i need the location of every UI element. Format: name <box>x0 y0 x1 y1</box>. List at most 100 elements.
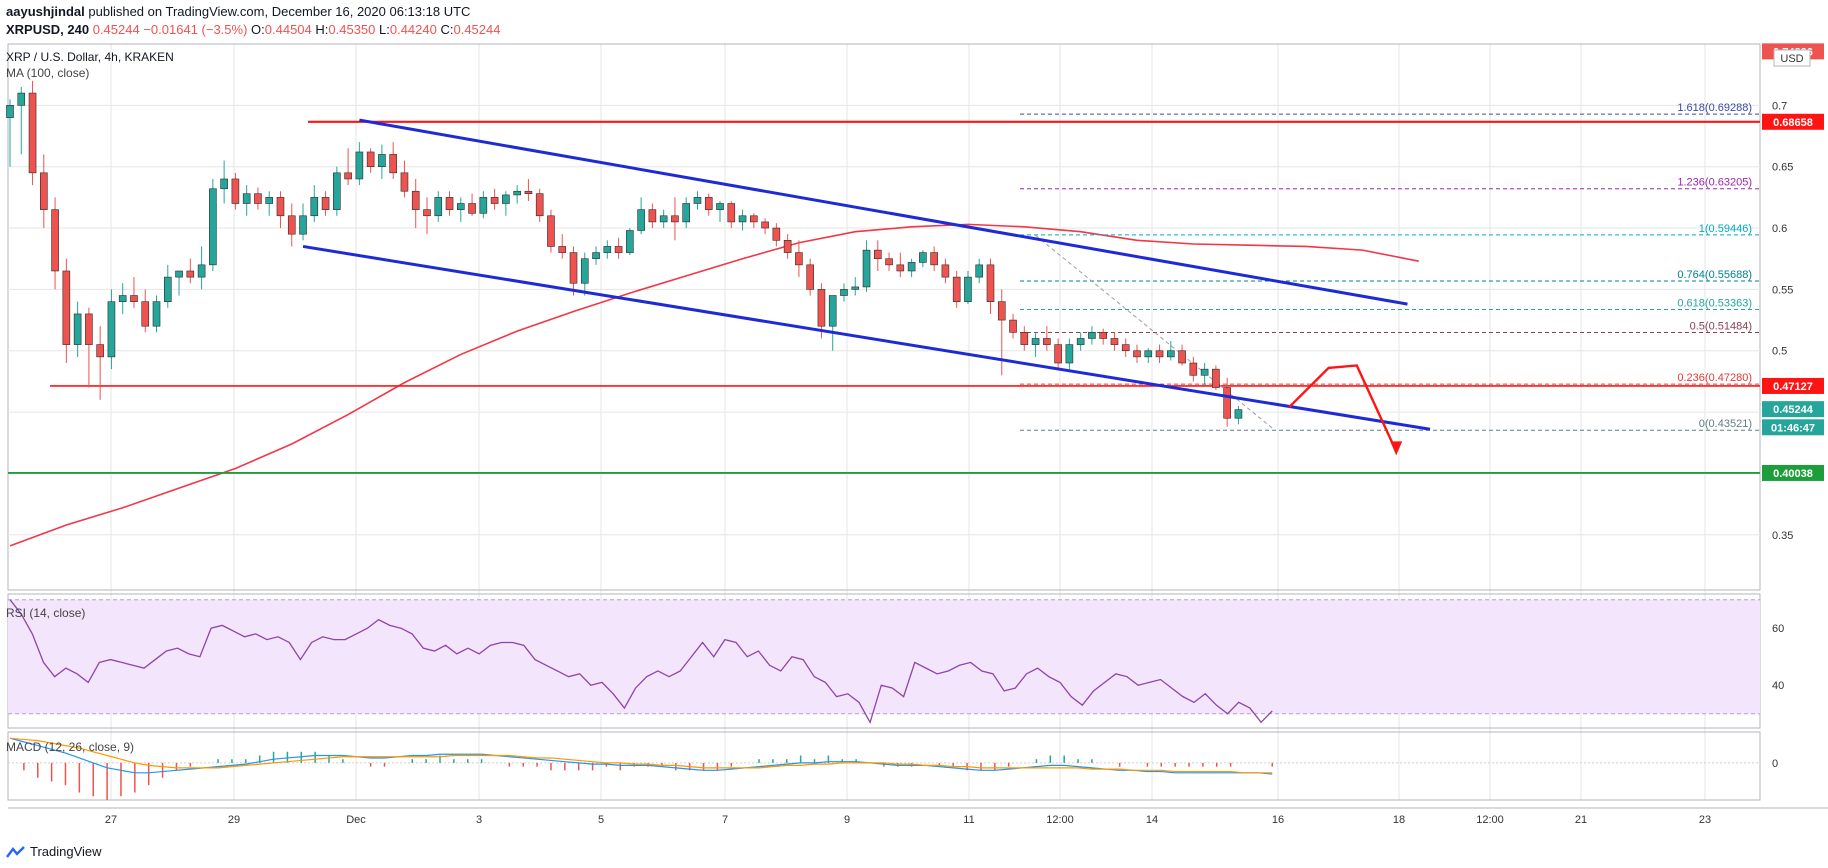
candle-up <box>513 190 521 196</box>
currency-box <box>1773 49 1811 67</box>
candle-down <box>750 215 758 223</box>
x-tick-label: 7 <box>722 814 728 826</box>
fib-level-label: 1(0.59446) <box>1699 223 1752 235</box>
candle-down <box>1212 368 1220 388</box>
candle-up <box>73 313 82 345</box>
candle-up <box>840 289 848 296</box>
x-tick-label: 18 <box>1393 814 1405 826</box>
author-name[interactable]: aayushjindal <box>6 4 85 19</box>
high-label: H: <box>315 22 329 37</box>
candle-up <box>152 301 161 327</box>
symbol-header: XRPUSD, 240 0.45244 −0.01641 (−3.5%) O:0… <box>6 22 500 37</box>
candle-up <box>851 286 860 290</box>
x-tick-label: 23 <box>1699 814 1711 826</box>
candle-down <box>1099 332 1107 339</box>
fib-level-label: 0.764(0.55688) <box>1677 269 1752 281</box>
candle-up <box>603 246 612 253</box>
candle-down <box>231 178 240 204</box>
candle-down <box>445 197 454 210</box>
rsi-y-tick-label: 40 <box>1772 680 1784 692</box>
candle-up <box>378 154 386 167</box>
candle-up <box>964 276 972 302</box>
price-label-resistance: 0.68658 <box>1773 117 1813 129</box>
candle-up <box>163 276 172 302</box>
pane-frame <box>7 43 1761 591</box>
ma-legend[interactable]: MA (100, close) <box>6 66 90 80</box>
x-tick-label: 12:00 <box>1046 814 1074 826</box>
macd-legend[interactable]: MACD (12, 26, close, 9) <box>6 740 135 754</box>
publish-info: published on TradingView.com, December 1… <box>88 4 471 19</box>
candle-down <box>772 227 781 241</box>
candle-down <box>1133 350 1141 358</box>
candle-up <box>626 230 634 253</box>
channel-upper-line <box>359 118 1408 306</box>
candle-up <box>107 301 116 358</box>
candle-down <box>1054 344 1062 364</box>
high-value: 0.45350 <box>328 22 376 37</box>
candle-down <box>761 221 769 229</box>
candle-down <box>547 215 555 247</box>
candle-down <box>85 313 93 345</box>
low-label: L: <box>379 22 390 37</box>
candle-down <box>671 215 679 223</box>
open-value: 0.44504 <box>264 22 312 37</box>
fib-level-label: 0.618(0.53363) <box>1677 297 1752 309</box>
y-tick-label: 0.55 <box>1772 284 1793 296</box>
candle-up <box>862 249 871 288</box>
candle-down <box>795 252 803 266</box>
candle-down <box>986 264 995 302</box>
candle-down <box>941 264 950 278</box>
candle-up <box>265 197 274 204</box>
candle-up <box>919 252 927 263</box>
candle-up <box>1088 332 1096 339</box>
candle-up <box>479 197 488 214</box>
fib-level-label: 0(0.43521) <box>1699 418 1752 430</box>
close-label: C: <box>440 22 454 37</box>
candle-down <box>524 190 533 194</box>
candle-up <box>1234 409 1243 419</box>
price-countdown: 01:46:47 <box>1771 422 1815 434</box>
rsi-band <box>8 599 1760 714</box>
candle-down <box>28 92 37 174</box>
candle-down <box>130 295 138 302</box>
y-tick-label: 0.7 <box>1772 100 1787 112</box>
candle-down <box>51 209 59 272</box>
candle-down <box>1189 362 1198 376</box>
rsi-line <box>9 599 1273 724</box>
candle-up <box>592 252 600 260</box>
price-label-support: 0.40038 <box>1773 468 1813 480</box>
projection-arrow-head <box>1390 441 1403 456</box>
x-tick-label: 27 <box>105 814 117 826</box>
candle-up <box>220 178 228 190</box>
candle-down <box>287 215 296 235</box>
candle-down <box>1155 350 1164 358</box>
macd-line <box>9 737 1273 775</box>
ohlc-values: O:0.44504 H:0.45350 L:0.44240 C:0.45244 <box>251 22 500 37</box>
x-tick-label: 9 <box>844 814 850 826</box>
candle-down <box>254 193 262 204</box>
candle-down <box>727 203 736 223</box>
x-tick-label: 3 <box>476 814 482 826</box>
candle-down <box>366 151 375 167</box>
y-tick-label: 0.5 <box>1772 346 1787 358</box>
candle-up <box>434 197 443 217</box>
candle-down <box>558 246 567 253</box>
candle-up <box>310 197 319 217</box>
candle-up <box>682 203 691 223</box>
price-change: 0.45244 −0.01641 (−3.5%) <box>92 22 248 37</box>
candle-up <box>1076 338 1085 345</box>
candle-up <box>502 194 510 204</box>
y-tick-label: 0.35 <box>1772 530 1793 542</box>
candle-down <box>1121 344 1130 352</box>
chart-title: XRP / U.S. Dollar, 4h, KRAKEN <box>6 50 174 64</box>
x-tick-label: 5 <box>598 814 604 826</box>
pane-frame <box>7 731 1761 801</box>
symbol-label[interactable]: XRPUSD, 240 <box>6 22 90 37</box>
candle-down <box>1043 338 1051 345</box>
rsi-legend[interactable]: RSI (14, close) <box>6 606 86 620</box>
price-label-support-bg <box>1762 464 1824 481</box>
candle-down <box>569 252 578 284</box>
candle-down <box>930 252 938 266</box>
footer-brand[interactable]: TradingView <box>30 844 102 859</box>
